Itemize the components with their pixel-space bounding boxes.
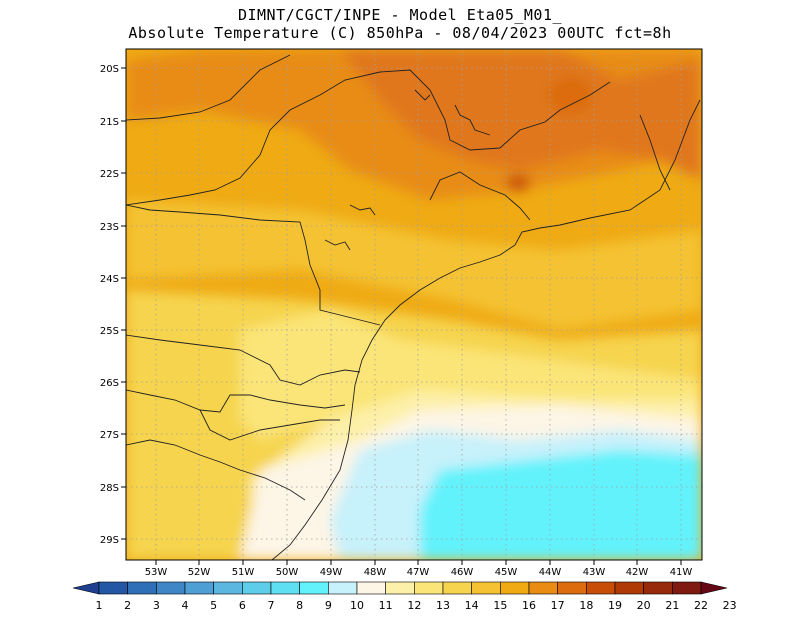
lon-label: 44W	[539, 567, 562, 578]
lat-label: 25S	[100, 326, 119, 337]
colorbar-swatch	[328, 581, 358, 595]
colorbar-label: 18	[579, 599, 593, 612]
colorbar-label: 2	[124, 599, 131, 612]
state-border-mg-es	[639, 114, 671, 191]
colorbar-swatch	[442, 581, 472, 595]
reservoir-4	[414, 89, 431, 101]
map-frame	[125, 48, 703, 561]
lat-label: 26S	[100, 378, 119, 389]
lon-label: 50W	[276, 567, 299, 578]
colorbar-label: 22	[694, 599, 708, 612]
lat-label: 27S	[100, 430, 119, 441]
lon-label: 47W	[407, 567, 430, 578]
state-border-sp-rj	[429, 171, 531, 221]
colorbar-label: 12	[407, 599, 421, 612]
temp-region-18-core	[548, 77, 592, 113]
chart-title-line1: DIMNT/CGCT/INPE - Model Eta05_M01_	[237, 6, 563, 24]
lat-label: 23S	[100, 222, 119, 233]
colorbar-swatch	[356, 581, 386, 595]
colorbar-label: 3	[153, 599, 160, 612]
state-border-pr-sc	[126, 334, 361, 386]
temp-region-18	[340, 49, 702, 180]
state-border-north	[126, 69, 611, 206]
temp-region-19	[506, 175, 530, 191]
reservoir-2	[349, 204, 376, 216]
coastline	[271, 99, 701, 560]
temp-region-9	[420, 450, 702, 560]
lon-label: 43W	[583, 567, 606, 578]
lat-label: 24S	[100, 274, 119, 285]
colorbar-swatch	[528, 581, 558, 595]
lon-label: 49W	[320, 567, 343, 578]
map-grid	[126, 49, 702, 560]
state-border-sc-rs-a	[126, 389, 346, 413]
colorbar-label: 7	[268, 599, 275, 612]
state-border-argentina	[126, 439, 306, 501]
temp-region-15	[126, 200, 702, 330]
reservoir-3	[324, 239, 351, 251]
colorbar-label: 10	[350, 599, 364, 612]
lat-label: 22S	[100, 169, 119, 180]
lon-label: 52W	[188, 567, 211, 578]
colorbar-label: 1	[96, 599, 103, 612]
colorbar-label: 21	[665, 599, 679, 612]
lon-axis: 53W 52W 51W 50W 49W 48W 47W 46W 45W 44W …	[145, 560, 693, 578]
colorbar-swatch	[586, 581, 616, 595]
colorbar-label: 6	[239, 599, 246, 612]
colorbar-swatch	[270, 581, 300, 595]
colorbar-swatch	[643, 581, 673, 595]
colorbar-label: 9	[325, 599, 332, 612]
colorbar-label: 11	[379, 599, 393, 612]
state-border-sc-rs-b	[199, 409, 340, 441]
colorbar: 1 2 3 4 5 6 7 8 9 10 11 12 13 14 15 16 17 18 19 20 21 22 23	[72, 581, 737, 612]
lat-label: 29S	[100, 535, 119, 546]
state-border-sp-pr	[126, 204, 381, 326]
colorbar-swatch	[213, 581, 243, 595]
colorbar-label: 15	[493, 599, 507, 612]
state-border-ms	[126, 54, 291, 121]
colorbar-swatch	[385, 581, 415, 595]
colorbar-swatch	[127, 581, 157, 595]
lon-label: 51W	[232, 567, 255, 578]
lat-label: 28S	[100, 483, 119, 494]
colorbar-swatch	[98, 581, 128, 595]
lon-label: 42W	[626, 567, 649, 578]
colorbar-under-triangle	[72, 581, 100, 595]
colorbar-swatch	[414, 581, 444, 595]
colorbar-label: 4	[182, 599, 189, 612]
lon-label: 41W	[670, 567, 693, 578]
temperature-field	[126, 49, 702, 560]
boundaries	[126, 54, 701, 560]
colorbar-swatch	[242, 581, 272, 595]
colorbar-swatch	[299, 581, 329, 595]
colorbar-swatch	[672, 581, 702, 595]
lat-label: 20S	[100, 64, 119, 75]
lon-label: 45W	[495, 567, 518, 578]
colorbar-label: 14	[465, 599, 479, 612]
reservoir-1	[454, 104, 491, 136]
colorbar-label: 5	[210, 599, 217, 612]
lat-axis: 20S 21S 22S 23S 24S 25S 26S 27S 28S 29S	[100, 64, 126, 546]
chart-title-line2: Absolute Temperature (C) 850hPa - 08/04/…	[128, 24, 672, 42]
colorbar-swatch	[557, 581, 587, 595]
colorbar-label: 17	[551, 599, 565, 612]
colorbar-label: 19	[608, 599, 622, 612]
colorbar-swatch	[614, 581, 644, 595]
lon-label: 46W	[451, 567, 474, 578]
colorbar-swatch	[184, 581, 214, 595]
colorbar-label: 13	[436, 599, 450, 612]
colorbar-label: 20	[637, 599, 651, 612]
lon-label: 48W	[364, 567, 387, 578]
lat-label: 21S	[100, 117, 119, 128]
colorbar-swatch	[500, 581, 530, 595]
colorbar-swatch	[471, 581, 501, 595]
colorbar-label: 23	[723, 599, 737, 612]
lon-label: 53W	[145, 567, 168, 578]
colorbar-label: 8	[296, 599, 303, 612]
colorbar-label: 16	[522, 599, 536, 612]
colorbar-swatch	[156, 581, 186, 595]
colorbar-over-triangle	[700, 581, 728, 595]
